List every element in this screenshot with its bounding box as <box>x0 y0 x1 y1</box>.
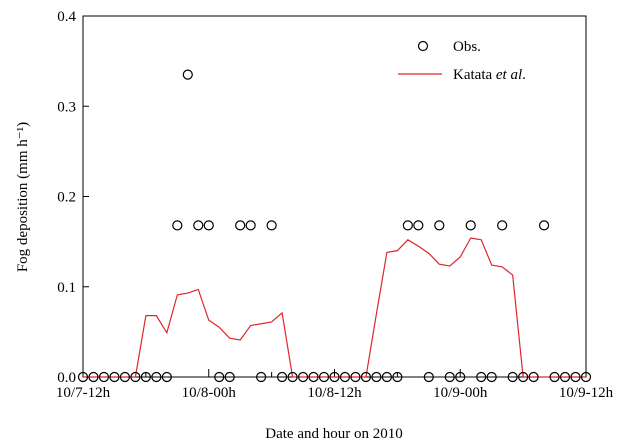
obs-point <box>518 371 529 383</box>
obs-point <box>182 69 193 80</box>
obs-point <box>161 371 172 383</box>
obs-point <box>193 220 204 231</box>
obs-point <box>455 371 466 383</box>
obs-point <box>434 220 445 231</box>
y-tick-label-3: 0.3 <box>57 99 76 115</box>
obs-point <box>130 371 141 383</box>
obs-point <box>287 371 298 383</box>
x-axis-label: Date and hour on 2010 <box>265 426 402 442</box>
obs-point <box>119 371 131 383</box>
y-tick-label-4: 0.4 <box>57 9 76 25</box>
obs-point <box>318 371 330 383</box>
obs-point <box>392 371 403 383</box>
obs-point <box>109 371 120 383</box>
obs-point <box>245 220 256 231</box>
obs-point <box>570 371 581 383</box>
obs-point <box>465 220 476 231</box>
x-tick-label-0: 10/7-12h <box>56 385 111 401</box>
axis-tick-labels: 0.0 0.1 0.2 0.3 0.4 10/7-12h 10/8-00h 10/8-12h 1… <box>56 9 614 401</box>
y-tick-label-2: 0.2 <box>57 190 76 206</box>
y-tick-label-0: 0.0 <box>57 370 76 386</box>
obs-point <box>486 371 497 383</box>
legend-obs-marker <box>417 40 429 52</box>
obs-point <box>77 371 89 383</box>
obs-point <box>224 371 235 383</box>
obs-point <box>549 371 560 383</box>
y-tick-label-1: 0.1 <box>57 280 76 296</box>
x-tick-label-1: 10/8-00h <box>182 385 237 401</box>
obs-point <box>339 371 351 383</box>
obs-point <box>350 371 361 383</box>
series-katata-line <box>83 237 586 378</box>
obs-point <box>580 371 592 383</box>
obs-point <box>151 371 162 383</box>
legend-katata-label: Katata et al. <box>453 67 526 83</box>
legend-obs-label: Obs. <box>453 39 481 55</box>
x-tick-label-4: 10/9-12h <box>559 385 614 401</box>
obs-point <box>360 371 372 383</box>
obs-point <box>98 371 110 383</box>
obs-point <box>528 371 539 383</box>
obs-point <box>235 220 246 231</box>
obs-point <box>507 371 518 383</box>
y-axis-label: Fog deposition (mm h⁻¹) <box>15 122 31 272</box>
obs-point <box>413 220 424 231</box>
x-tick-label-2: 10/8-12h <box>307 385 362 401</box>
obs-point <box>297 371 309 383</box>
obs-point <box>538 220 550 231</box>
series-obs-points <box>77 69 592 383</box>
legend: Obs. Katata et al. <box>398 39 526 83</box>
obs-point <box>402 220 413 231</box>
obs-point <box>381 371 392 383</box>
obs-point <box>266 220 277 231</box>
obs-point <box>214 371 225 383</box>
obs-point <box>423 371 434 383</box>
obs-point <box>172 220 183 231</box>
obs-point <box>203 220 214 231</box>
obs-point <box>140 371 151 383</box>
obs-point <box>88 371 99 383</box>
obs-point <box>476 371 487 383</box>
obs-point <box>497 220 508 231</box>
obs-point <box>329 371 340 383</box>
obs-point <box>559 371 571 383</box>
obs-point <box>444 371 455 383</box>
obs-point <box>308 371 319 383</box>
obs-point <box>277 371 288 383</box>
obs-point <box>256 371 267 383</box>
x-tick-label-3: 10/9-00h <box>433 385 488 401</box>
obs-point <box>371 371 382 383</box>
